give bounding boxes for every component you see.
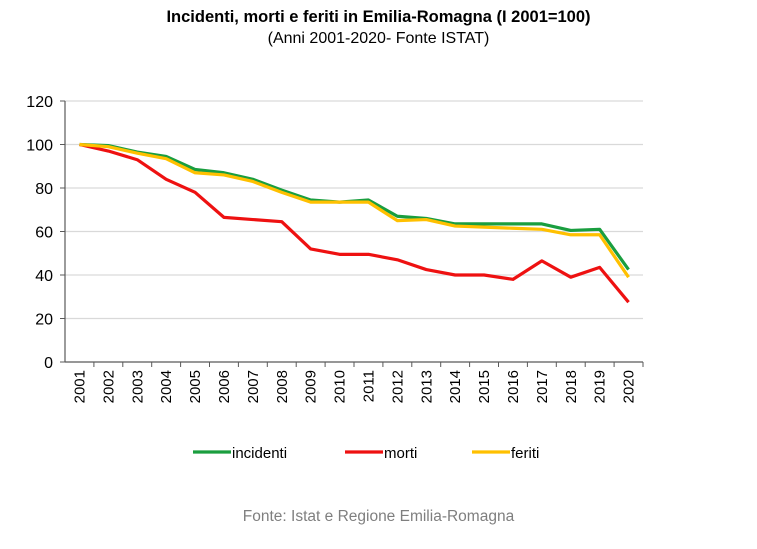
y-tick-label: 100 <box>26 138 53 155</box>
x-tick-label: 2015 <box>476 370 493 403</box>
x-tick-label: 2005 <box>187 370 204 403</box>
x-tick-label: 2003 <box>129 370 146 403</box>
series-line-feriti <box>79 142 630 279</box>
x-tick-label: 2013 <box>418 370 435 403</box>
x-tick-label: 2019 <box>592 370 609 403</box>
x-tick-label: 2018 <box>563 370 580 403</box>
legend-label-incidenti: incidenti <box>232 445 287 462</box>
x-tick-label: 2008 <box>274 370 291 403</box>
x-tick-label: 2014 <box>447 370 464 403</box>
x-tick-label: 2001 <box>71 370 88 403</box>
x-tick-label: 2020 <box>621 370 638 403</box>
x-tick-label: 2007 <box>245 370 262 403</box>
x-tick-label: 2002 <box>100 370 117 403</box>
x-tick-label: 2004 <box>158 370 175 403</box>
series-line-morti <box>79 142 630 304</box>
y-tick-label: 20 <box>35 312 53 329</box>
legend-label-feriti: feriti <box>511 445 539 462</box>
y-tick-label: 80 <box>35 181 53 198</box>
y-tick-label: 40 <box>35 268 53 285</box>
chart-title: Incidenti, morti e feriti in Emilia-Roma… <box>166 8 591 26</box>
x-tick-label: 2011 <box>360 370 377 402</box>
x-tick-label: 2010 <box>332 370 349 403</box>
x-tick-label: 2012 <box>389 370 406 403</box>
y-tick-label: 120 <box>26 94 53 111</box>
footer-source: Fonte: Istat e Regione Emilia-Romagna <box>242 508 515 525</box>
y-tick-label: 0 <box>44 355 53 372</box>
y-tick-label: 60 <box>35 225 53 242</box>
chart-subtitle: (Anni 2001-2020- Fonte ISTAT) <box>267 30 490 47</box>
legend-label-morti: morti <box>384 445 417 462</box>
series-line-incidenti <box>79 142 630 271</box>
x-tick-label: 2006 <box>216 370 233 403</box>
x-tick-label: 2016 <box>505 370 522 403</box>
x-tick-label: 2017 <box>534 370 551 403</box>
x-tick-label: 2009 <box>303 370 320 403</box>
